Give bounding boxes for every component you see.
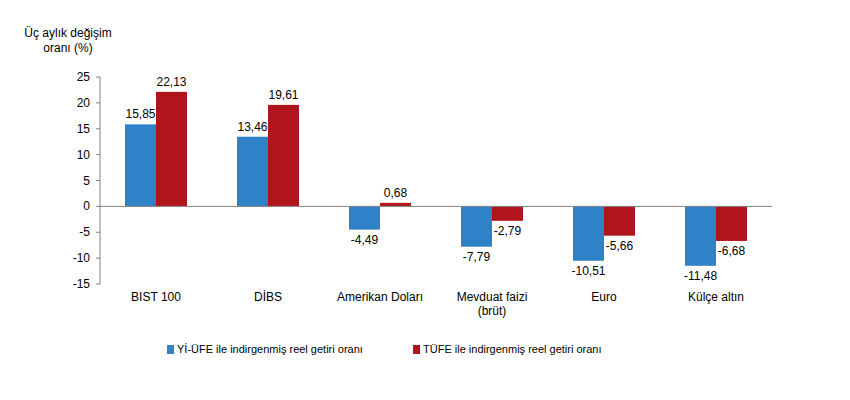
data-label: 19,61 bbox=[268, 88, 298, 102]
y-tick bbox=[96, 232, 100, 233]
legend-label: Yİ-ÜFE ile indirgenmiş reel getiri oranı bbox=[177, 343, 363, 355]
text-line: Euro bbox=[591, 290, 617, 304]
bar bbox=[492, 206, 523, 220]
text-line: DİBS bbox=[254, 290, 282, 304]
y-tick-label: 15 bbox=[77, 122, 91, 136]
data-label: -4,49 bbox=[351, 233, 379, 247]
data-label: 0,68 bbox=[384, 186, 408, 200]
y-tick bbox=[96, 180, 100, 181]
data-label: 13,46 bbox=[237, 120, 267, 134]
x-tick-label: Euro bbox=[591, 290, 617, 304]
bar bbox=[268, 105, 299, 206]
data-label: -7,79 bbox=[463, 250, 491, 264]
bar bbox=[461, 206, 492, 246]
x-tick-label: DİBS bbox=[254, 290, 282, 304]
y-tick bbox=[96, 102, 100, 103]
x-tick-label: Mevduat faizi(brüt) bbox=[457, 290, 528, 318]
text-line: Üç aylık değişim bbox=[24, 26, 111, 40]
y-tick-label: -15 bbox=[73, 277, 91, 291]
x-tick-label: Amerikan Doları bbox=[337, 290, 423, 304]
y-tick-label: 10 bbox=[77, 148, 91, 162]
bars bbox=[125, 92, 747, 266]
y-tick-label: 0 bbox=[83, 199, 90, 213]
y-tick bbox=[96, 154, 100, 155]
text-line: Mevduat faizi bbox=[457, 290, 528, 304]
y-axis-label: Üç aylık değişimoranı (%) bbox=[24, 26, 111, 55]
bar bbox=[237, 137, 268, 207]
legend-swatch bbox=[167, 345, 174, 354]
y-tick-label: 25 bbox=[77, 70, 91, 84]
bar bbox=[156, 92, 187, 207]
bar bbox=[604, 206, 635, 235]
y-tick bbox=[96, 284, 100, 285]
data-label: -5,66 bbox=[606, 239, 634, 253]
y-tick bbox=[96, 258, 100, 259]
y-tick-label: -10 bbox=[73, 251, 91, 265]
chart: -15 -10 -5 0 5 10 15 20 25 Üç aylık değişimoranı … bbox=[0, 0, 850, 400]
bar bbox=[380, 203, 411, 207]
bar bbox=[573, 206, 604, 260]
bar bbox=[685, 206, 716, 265]
bar bbox=[125, 124, 156, 206]
x-tick-label: BIST 100 bbox=[131, 290, 181, 304]
text-line: BIST 100 bbox=[131, 290, 181, 304]
y-tick bbox=[96, 77, 100, 78]
data-label: -6,68 bbox=[718, 244, 746, 258]
y-tick-label: 5 bbox=[83, 174, 90, 188]
text-line: Amerikan Doları bbox=[337, 290, 423, 304]
y-tick-label: -5 bbox=[79, 225, 90, 239]
y-tick-label: 20 bbox=[77, 96, 91, 110]
bar bbox=[716, 206, 747, 241]
data-label: -10,51 bbox=[571, 264, 605, 278]
text-line: (brüt) bbox=[478, 304, 507, 318]
zero-line bbox=[100, 206, 772, 207]
data-label: 15,85 bbox=[125, 107, 155, 121]
legend-swatch bbox=[413, 345, 420, 354]
data-label: -11,48 bbox=[684, 269, 717, 283]
legend-label: TÜFE ile indirgenmiş reel getiri oranı bbox=[423, 343, 602, 355]
text-line: Külçe altın bbox=[688, 290, 744, 304]
data-label: -2,79 bbox=[494, 224, 522, 238]
y-tick bbox=[96, 128, 100, 129]
text-line: oranı (%) bbox=[43, 41, 92, 55]
y-tick bbox=[96, 206, 100, 207]
data-label: 22,13 bbox=[156, 75, 186, 89]
x-tick-label: Külçe altın bbox=[688, 290, 744, 304]
bar bbox=[349, 206, 380, 229]
